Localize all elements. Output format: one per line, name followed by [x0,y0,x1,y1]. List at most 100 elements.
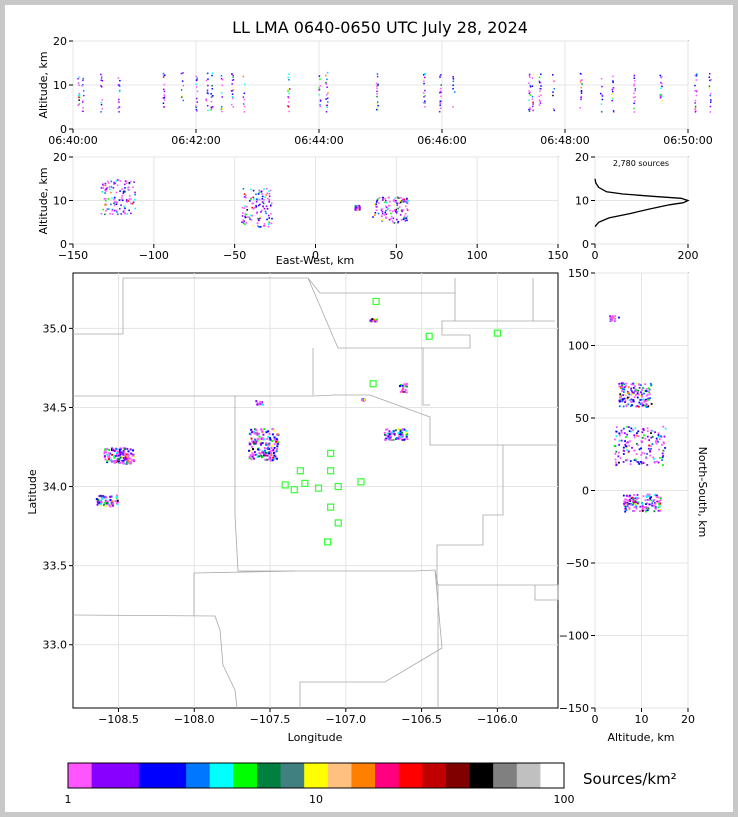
time-height-source [100,77,103,79]
east-west-source [102,184,105,187]
plan-view-source [106,453,109,456]
east-west-source [266,197,269,200]
north-south-source [622,388,625,391]
time-height-source [205,79,208,82]
east-west-source [405,199,408,202]
time-height-source [377,83,379,86]
north-south-source [632,400,635,403]
plan-view-source [264,442,267,445]
east-west-source [245,222,248,224]
north-south-ytick-label: 150 [568,267,589,280]
plan-view-source [273,446,276,449]
plan-view-source [250,428,253,431]
east-west-source [354,207,357,210]
plan-view-source [266,454,269,457]
plan-view-source [108,504,111,507]
time-height-source [634,96,636,98]
north-south-source [664,427,667,430]
north-south-source [638,386,641,389]
time-height-source [612,80,614,82]
north-south-source [647,397,650,400]
east-west-source [380,209,383,211]
east-west-source [387,204,390,207]
east-west-source [384,211,387,214]
colorbar-cell [516,763,541,788]
plan-view-source [265,431,268,434]
time-height-source [376,87,378,89]
plan-view-source [122,447,125,450]
east-west-source [251,214,253,217]
time-height-source [162,88,165,91]
north-south-source [649,497,652,500]
east-west-source [110,203,112,206]
plan-view-source [405,383,408,386]
plan-view-source [107,455,110,458]
east-west-source [110,180,113,183]
time-height-source [231,89,234,92]
plan-view-source [268,452,271,455]
east-west-source [404,212,407,215]
plan-view-source [405,432,408,435]
time-height-source [579,107,581,109]
time-height-source [100,85,102,87]
time-height-source [243,92,246,95]
lma-station-marker [357,478,365,486]
east-west-source [105,188,107,191]
time-height-source [376,73,379,75]
north-south-source [633,436,636,439]
time-height-source [439,87,442,90]
plan-view-source [269,450,272,453]
east-west-source [402,216,405,219]
north-south-source [614,438,616,441]
north-south-source [632,502,635,505]
east-west-source [263,225,266,227]
north-south-source [644,437,647,440]
plan-view-source [276,445,279,448]
east-west-source [266,192,269,195]
east-west-source [374,214,376,216]
time-height-source [100,79,102,82]
north-south-source [626,446,628,449]
time-height-source [659,74,661,77]
plan-view-source [269,458,272,461]
time-height-source [221,106,223,108]
time-height-source [318,87,320,89]
time-height-source [531,95,534,98]
colorbar-cell [375,763,400,788]
east-west-source [265,205,268,208]
time-height-source [376,85,378,87]
east-west-source [252,189,255,192]
plan-view-source [129,457,132,460]
north-south-source [654,502,657,505]
north-south-source [643,434,645,437]
plan-view-source [277,441,280,444]
plan-view-source [401,384,404,387]
plan-view-source [110,458,113,461]
east-west-source [396,196,399,199]
time-height-source [318,89,320,91]
east-west-source [255,193,257,196]
east-west-source [385,199,387,202]
east-west-source [266,218,268,221]
north-south-source [643,452,646,455]
plan-view-source [253,451,256,454]
plan-view-source [131,454,134,457]
time-height-source [612,75,614,78]
north-south-source [625,436,627,438]
east-west-source [375,203,377,205]
north-south-source [631,404,633,406]
east-west-source [124,212,126,214]
plan-view-source [118,448,121,451]
time-height-source [81,101,84,103]
north-south-source [633,396,636,398]
north-south-source [628,393,631,396]
time-height-source [100,73,102,76]
time-height-source [422,78,425,80]
east-west-source [100,212,103,215]
time-height-source [439,100,442,103]
north-south-source [658,505,661,508]
east-west-source [398,197,400,199]
time-height-source [211,95,213,97]
time-height-source [695,75,698,77]
time-height-source [710,78,712,81]
